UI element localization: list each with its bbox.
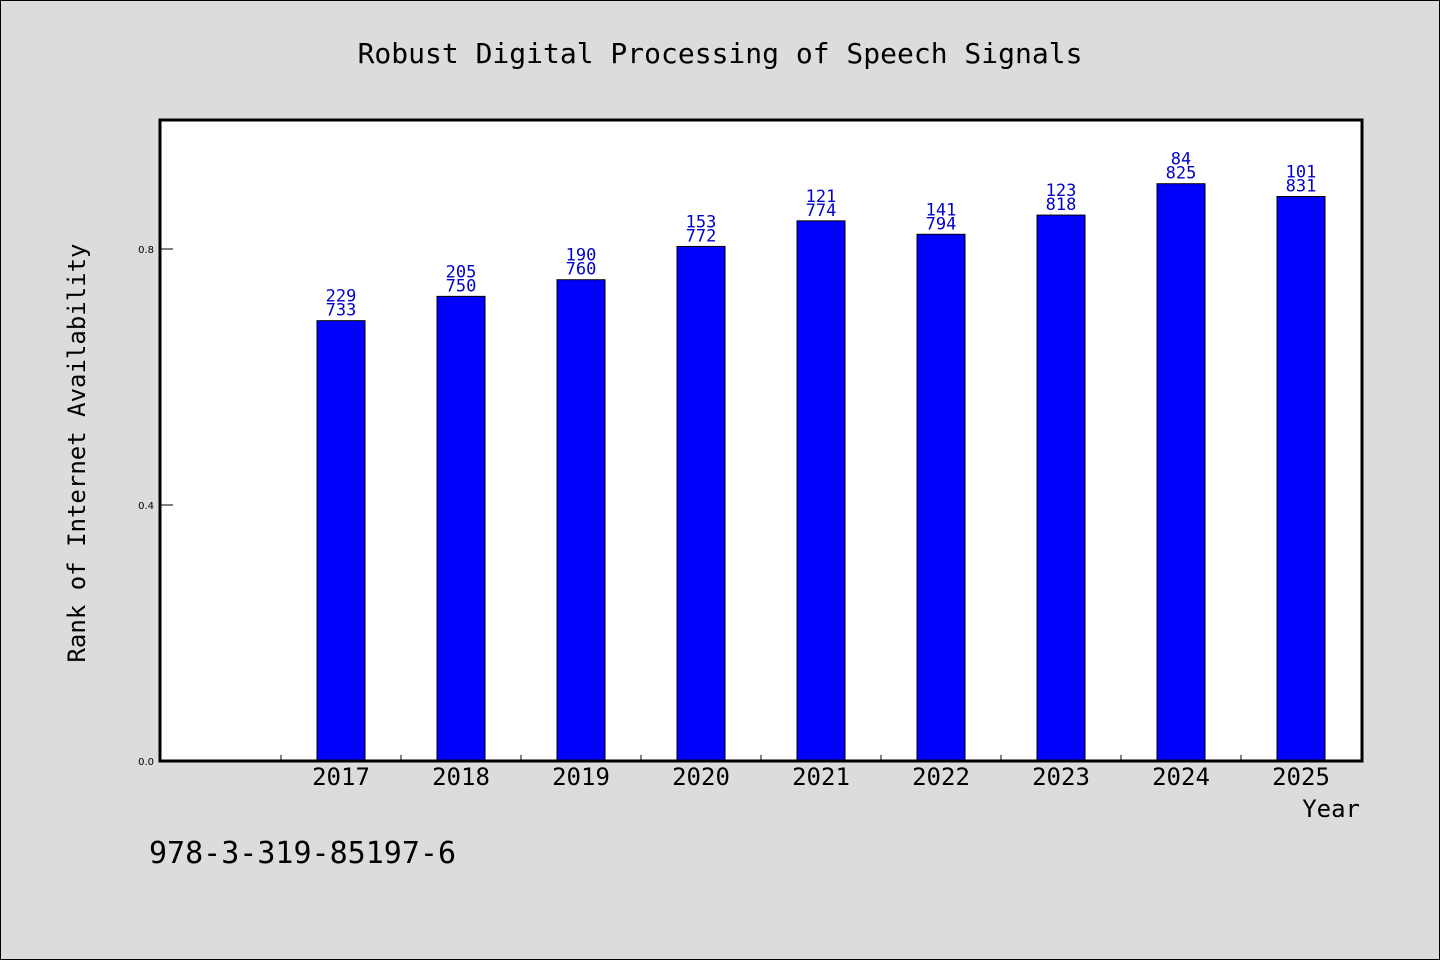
data-label-bottom: 818 — [1046, 195, 1077, 215]
x-tick-label: 2018 — [432, 763, 490, 791]
bar-2019 — [556, 279, 606, 762]
bar-2020 — [676, 245, 726, 762]
data-label-bottom: 831 — [1286, 177, 1317, 197]
x-tick-label: 2022 — [912, 763, 970, 791]
bar-2023 — [1036, 214, 1086, 762]
data-label-top: 190 — [566, 246, 597, 266]
bars-group — [316, 183, 1326, 762]
data-label-top: 205 — [446, 262, 477, 282]
y-tick-label: 0.4 — [138, 501, 154, 512]
bar-2017 — [316, 320, 366, 762]
x-tick-label: 2020 — [672, 763, 730, 791]
bar-2024 — [1156, 183, 1206, 762]
data-label-bottom: 772 — [686, 226, 717, 246]
data-label-top: 121 — [806, 187, 837, 207]
bar-2018 — [436, 295, 486, 762]
data-label-top: 123 — [1046, 181, 1077, 201]
y-tick-label: 0.8 — [138, 245, 154, 256]
x-tick-label: 2017 — [312, 763, 370, 791]
chart-title: Robust Digital Processing of Speech Sign… — [358, 37, 1083, 70]
x-axis-label: Year — [1302, 795, 1360, 823]
x-tick-label: 2019 — [552, 763, 610, 791]
data-label-top: 101 — [1286, 163, 1317, 183]
data-label-top: 141 — [926, 200, 957, 220]
data-label-bottom: 760 — [566, 260, 597, 280]
isbn-label: 978-3-319-85197-6 — [149, 836, 456, 871]
x-tick-label: 2023 — [1032, 763, 1090, 791]
data-label-top: 153 — [686, 212, 717, 232]
data-label-bottom: 774 — [806, 201, 837, 221]
x-tick-label: 2024 — [1152, 763, 1210, 791]
data-label-bottom: 750 — [446, 276, 477, 296]
bar-2021 — [796, 220, 846, 762]
x-axis: 2017 2018 2019 2020 2021 2022 2023 2024 2025 — [280, 755, 1362, 791]
bar-2025 — [1276, 196, 1326, 762]
data-label-bottom: 825 — [1166, 164, 1197, 184]
y-tick-label: 0.0 — [138, 757, 154, 768]
y-axis-label: Rank of Internet Availability — [63, 243, 91, 662]
plot-frame — [158, 118, 1364, 763]
data-label-top: 84 — [1171, 150, 1191, 170]
x-tick-label: 2025 — [1272, 763, 1330, 791]
data-label-bottom: 794 — [926, 214, 957, 234]
data-label-top: 229 — [326, 287, 357, 307]
bar-2022 — [916, 233, 966, 762]
x-tick-label: 2021 — [792, 763, 850, 791]
data-label-bottom: 733 — [326, 301, 357, 321]
